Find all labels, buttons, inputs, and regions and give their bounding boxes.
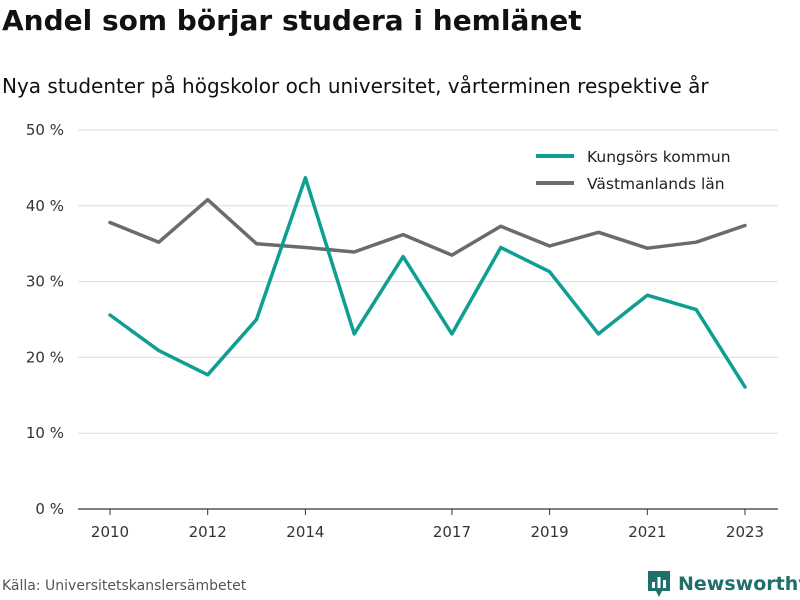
legend: Kungsörs kommun Västmanlands län	[536, 148, 731, 193]
x-tick-label: 2023	[726, 523, 764, 541]
x-tick-label: 2014	[286, 523, 324, 541]
series-line	[108, 176, 747, 389]
x-tick-label: 2012	[189, 523, 227, 541]
series-line	[108, 197, 747, 257]
y-tick-label: 50 %	[26, 121, 64, 139]
brand-logo: Newsworthy	[646, 569, 800, 599]
y-tick-label: 0 %	[35, 500, 64, 518]
y-axis-ticks: 0 % 10 % 20 % 30 % 40 % 50 %	[26, 121, 64, 518]
chart-title: Andel som börjar studera i hemlänet	[2, 4, 582, 37]
x-tick-label: 2017	[433, 523, 471, 541]
y-tick-label: 10 %	[26, 424, 64, 442]
x-tick-label: 2010	[91, 523, 129, 541]
brand-name: Newsworthy	[678, 573, 800, 595]
y-tick-label: 20 %	[26, 348, 64, 366]
y-tick-label: 40 %	[26, 197, 64, 215]
x-axis-ticks: 2010 2012 2014 2017 2019 2021 2023	[91, 509, 764, 541]
source-note: Källa: Universitetskanslersämbetet	[2, 578, 247, 594]
legend-label: Kungsörs kommun	[587, 148, 731, 166]
bar-chart-badge-icon	[648, 571, 670, 597]
chart-subtitle: Nya studenter på högskolor och universit…	[2, 74, 709, 98]
x-tick-label: 2019	[531, 523, 569, 541]
y-tick-label: 30 %	[26, 273, 64, 291]
x-tick-label: 2021	[628, 523, 666, 541]
series-lines	[108, 176, 747, 389]
grid-lines	[78, 129, 778, 510]
legend-label: Västmanlands län	[587, 175, 725, 193]
